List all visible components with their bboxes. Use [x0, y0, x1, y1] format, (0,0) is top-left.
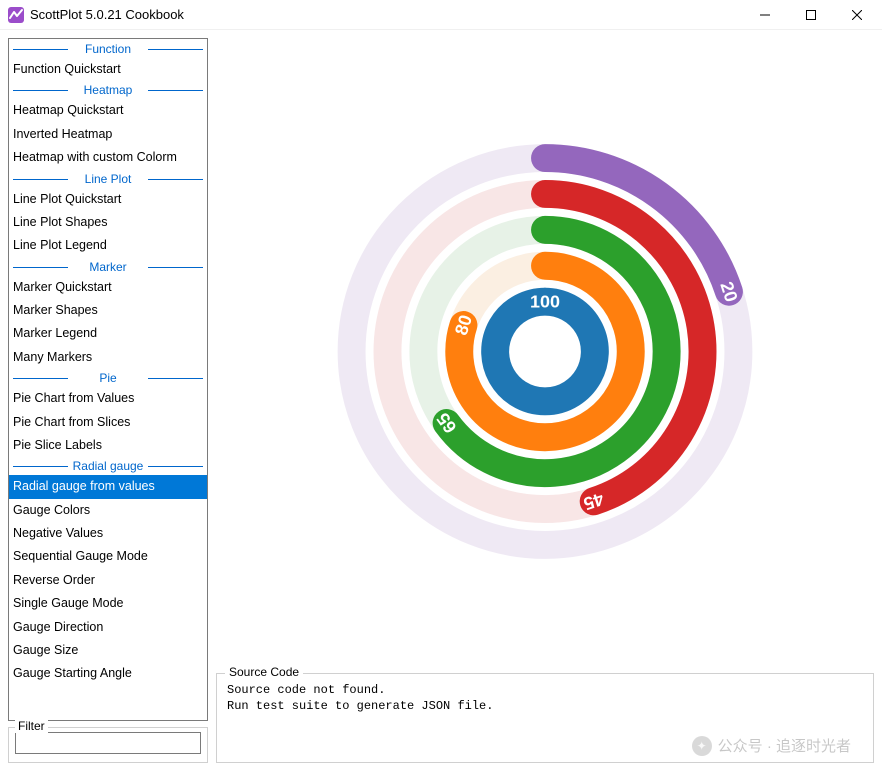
sidebar: FunctionFunction QuickstartHeatmapHeatma… — [8, 38, 208, 763]
content-area: 10080654520 Source Code Source code not … — [216, 38, 874, 763]
window-title: ScottPlot 5.0.21 Cookbook — [30, 7, 742, 22]
watermark-text: 公众号 · 追逐时光者 — [718, 735, 851, 756]
wechat-icon: ✦ — [692, 736, 712, 756]
client-area: FunctionFunction QuickstartHeatmapHeatma… — [0, 30, 882, 771]
watermark: ✦ 公众号 · 追逐时光者 — [692, 735, 851, 756]
minimize-button[interactable] — [742, 0, 788, 30]
window-controls — [742, 0, 880, 30]
list-item[interactable]: Single Gauge Mode — [9, 592, 207, 615]
list-item[interactable]: Function Quickstart — [9, 58, 207, 81]
list-group-header: Heatmap — [9, 81, 207, 99]
list-item[interactable]: Heatmap Quickstart — [9, 99, 207, 122]
list-item[interactable]: Pie Slice Labels — [9, 434, 207, 457]
source-code-group: Source Code Source code not found. Run t… — [216, 673, 874, 763]
app-icon — [8, 7, 24, 23]
list-group-header: Radial gauge — [9, 457, 207, 475]
filter-input[interactable] — [15, 732, 201, 754]
close-button[interactable] — [834, 0, 880, 30]
list-item[interactable]: Pie Chart from Values — [9, 387, 207, 410]
title-bar: ScottPlot 5.0.21 Cookbook — [0, 0, 882, 30]
list-group-header: Line Plot — [9, 170, 207, 188]
list-item[interactable]: Marker Shapes — [9, 299, 207, 322]
recipe-list[interactable]: FunctionFunction QuickstartHeatmapHeatma… — [9, 39, 207, 720]
plot-area: 10080654520 — [216, 38, 874, 665]
filter-label: Filter — [15, 719, 48, 733]
list-item[interactable]: Line Plot Quickstart — [9, 188, 207, 211]
list-item[interactable]: Many Markers — [9, 346, 207, 369]
list-item[interactable]: Pie Chart from Slices — [9, 411, 207, 434]
list-item[interactable]: Gauge Starting Angle — [9, 662, 207, 685]
maximize-button[interactable] — [788, 0, 834, 30]
list-item[interactable]: Gauge Colors — [9, 499, 207, 522]
list-item[interactable]: Reverse Order — [9, 569, 207, 592]
list-item[interactable]: Radial gauge from values — [9, 475, 207, 498]
radial-gauge-chart: 10080654520 — [216, 38, 874, 665]
list-item[interactable]: Negative Values — [9, 522, 207, 545]
list-item[interactable]: Inverted Heatmap — [9, 123, 207, 146]
list-group-header: Function — [9, 40, 207, 58]
source-code-text: Source code not found. Run test suite to… — [227, 682, 863, 714]
source-code-label: Source Code — [225, 665, 303, 679]
gauge-label: 100 — [530, 292, 560, 312]
list-group-header: Marker — [9, 258, 207, 276]
list-item[interactable]: Sequential Gauge Mode — [9, 545, 207, 568]
list-item[interactable]: Marker Quickstart — [9, 276, 207, 299]
list-group-header: Pie — [9, 369, 207, 387]
list-item[interactable]: Line Plot Shapes — [9, 211, 207, 234]
list-item[interactable]: Gauge Size — [9, 639, 207, 662]
list-item[interactable]: Line Plot Legend — [9, 234, 207, 257]
filter-group: Filter — [8, 727, 208, 763]
recipe-list-container: FunctionFunction QuickstartHeatmapHeatma… — [8, 38, 208, 721]
list-item[interactable]: Heatmap with custom Colorm — [9, 146, 207, 169]
list-item[interactable]: Marker Legend — [9, 322, 207, 345]
list-item[interactable]: Gauge Direction — [9, 616, 207, 639]
gauge-arc — [495, 302, 595, 402]
